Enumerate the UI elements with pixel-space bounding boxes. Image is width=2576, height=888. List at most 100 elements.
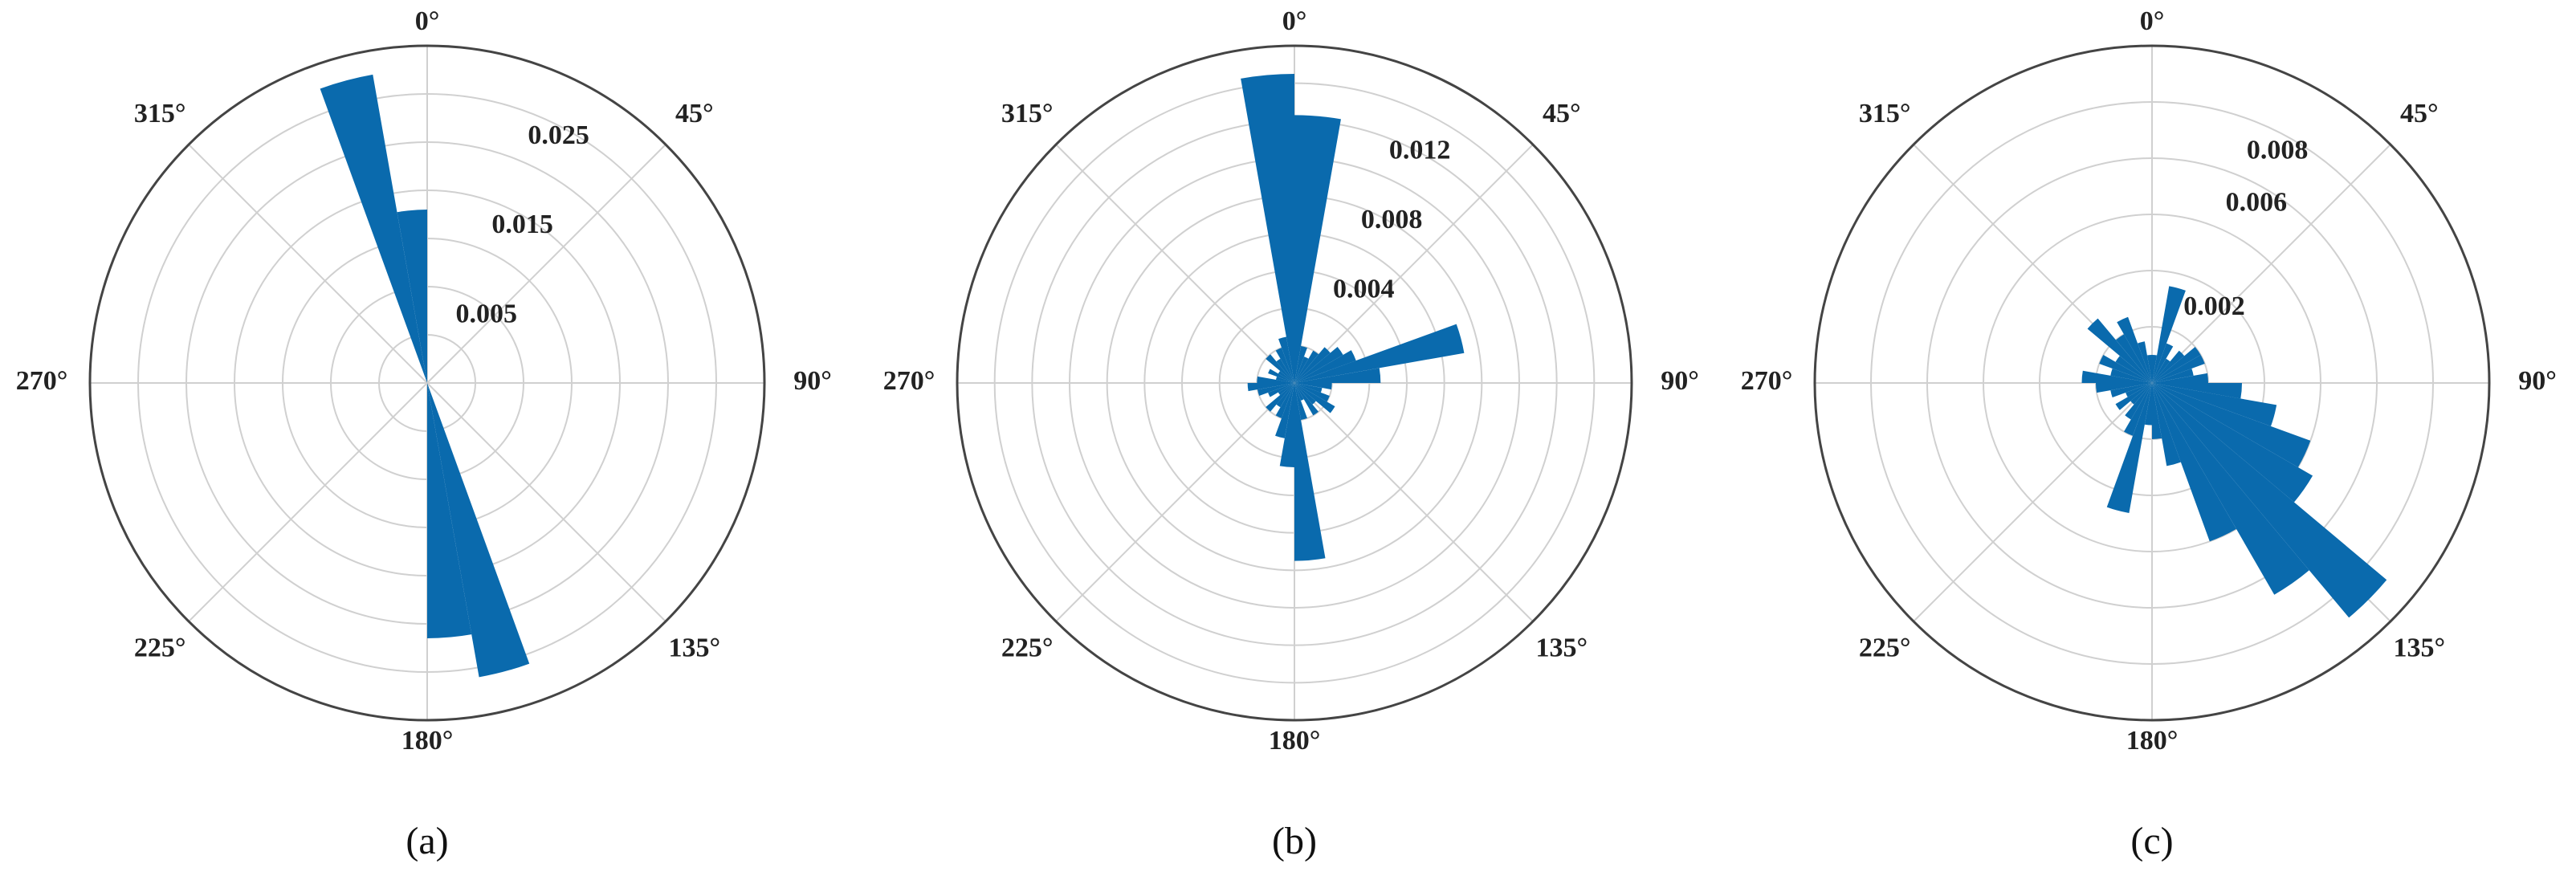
- wedge: [2081, 370, 2152, 383]
- wedge: [1276, 377, 1294, 383]
- wedge: [2115, 383, 2152, 410]
- wedge: [427, 383, 530, 678]
- wedge: [1257, 383, 1294, 396]
- angle-label: 45°: [675, 99, 714, 128]
- wedge: [1294, 383, 1304, 401]
- wedge: [2087, 318, 2152, 383]
- wedge: [1294, 115, 1341, 384]
- wedge: [2152, 355, 2158, 383]
- wedge: [1294, 383, 1332, 390]
- wedge: [1294, 350, 1319, 383]
- wedge: [1294, 356, 1309, 383]
- spoke: [1294, 382, 1534, 622]
- angle-label: 270°: [1741, 366, 1793, 396]
- spoke: [2151, 144, 2391, 384]
- wedge: [427, 383, 472, 639]
- angle-label: 225°: [134, 633, 186, 663]
- wedge: [2110, 369, 2152, 383]
- wedge: [2152, 347, 2201, 383]
- wedge: [397, 210, 427, 383]
- wedge: [2126, 383, 2152, 397]
- wedge: [1247, 383, 1294, 392]
- wedge: [1275, 383, 1294, 418]
- wedge: [1294, 324, 1465, 383]
- wedge: [1294, 383, 1326, 561]
- wedge: [2152, 373, 2208, 383]
- wedge: [2125, 383, 2152, 420]
- spoke: [1055, 144, 1295, 384]
- r-tick-label: 0.012: [1389, 135, 1451, 165]
- outer-ring: [956, 44, 1633, 722]
- wedge: [1268, 369, 1294, 383]
- angle-label: 270°: [16, 366, 68, 396]
- wedge: [1278, 383, 1294, 395]
- r-tick-label: 0.002: [2183, 291, 2245, 321]
- angle-label: 135°: [2393, 633, 2445, 663]
- wedge: [1275, 348, 1294, 383]
- r-tick-label: 0.008: [2247, 135, 2309, 165]
- wedge: [2152, 358, 2170, 383]
- spoke: [426, 382, 666, 622]
- angle-label: 180°: [1269, 726, 1321, 756]
- wedge: [2152, 383, 2236, 542]
- spoke: [1913, 382, 2153, 622]
- wedge: [2130, 383, 2152, 405]
- wedge: [1294, 383, 1330, 402]
- wedge: [2146, 355, 2152, 383]
- wedge: [2152, 383, 2277, 426]
- r-tick-label: 0.004: [1333, 274, 1395, 303]
- r-tick-label: 0.015: [491, 210, 553, 239]
- angle-label: 315°: [1859, 99, 1911, 128]
- wedge: [2106, 383, 2152, 514]
- outer-ring: [1813, 44, 2491, 722]
- wedge: [2124, 383, 2152, 436]
- wedge: [1294, 350, 1356, 383]
- angle-label: 135°: [1535, 633, 1588, 663]
- panel-label: (a): [406, 820, 448, 862]
- wedge: [1268, 383, 1294, 397]
- wedge: [2144, 383, 2152, 426]
- wedge: [1257, 376, 1294, 383]
- wedge: [2152, 383, 2309, 595]
- wedge: [2117, 316, 2152, 383]
- wedge: [1294, 347, 1331, 383]
- angle-label: 270°: [883, 366, 935, 396]
- spoke: [1055, 382, 1295, 622]
- panel-label: (b): [1272, 820, 1317, 862]
- wedge: [1279, 383, 1294, 467]
- angle-label: 0°: [415, 6, 440, 36]
- angle-label: 0°: [1282, 6, 1307, 36]
- wedge: [1294, 383, 1307, 420]
- wedge: [2099, 355, 2152, 383]
- angle-label: 0°: [2140, 6, 2165, 36]
- wedge: [2152, 383, 2311, 467]
- angle-label: 180°: [2126, 726, 2179, 756]
- wedge: [1266, 354, 1294, 383]
- wedge: [1278, 371, 1294, 383]
- wedge: [1294, 368, 1381, 383]
- r-tick-label: 0.005: [455, 299, 517, 328]
- angle-label: 90°: [1661, 366, 1699, 396]
- angle-label: 90°: [793, 366, 832, 396]
- wedge: [1278, 336, 1294, 383]
- angle-label: 90°: [2518, 366, 2557, 396]
- angle-label: 315°: [1001, 99, 1054, 128]
- angle-label: 225°: [1859, 633, 1911, 663]
- wedge: [2138, 341, 2152, 383]
- wedge: [1294, 383, 1316, 405]
- wedge: [1275, 383, 1294, 438]
- spoke: [1294, 144, 1534, 384]
- wedge: [2096, 383, 2152, 393]
- outer-ring: [88, 44, 766, 722]
- wedge: [1294, 347, 1343, 383]
- wedge: [2152, 343, 2174, 383]
- wedge: [2152, 355, 2205, 383]
- r-tick-label: 0.006: [2226, 187, 2288, 217]
- wedge: [2116, 334, 2152, 383]
- wedge: [1276, 383, 1294, 408]
- wedge: [2152, 383, 2181, 466]
- wedge: [2152, 369, 2194, 383]
- panel-label: (c): [2130, 820, 2173, 862]
- wedge: [320, 74, 427, 383]
